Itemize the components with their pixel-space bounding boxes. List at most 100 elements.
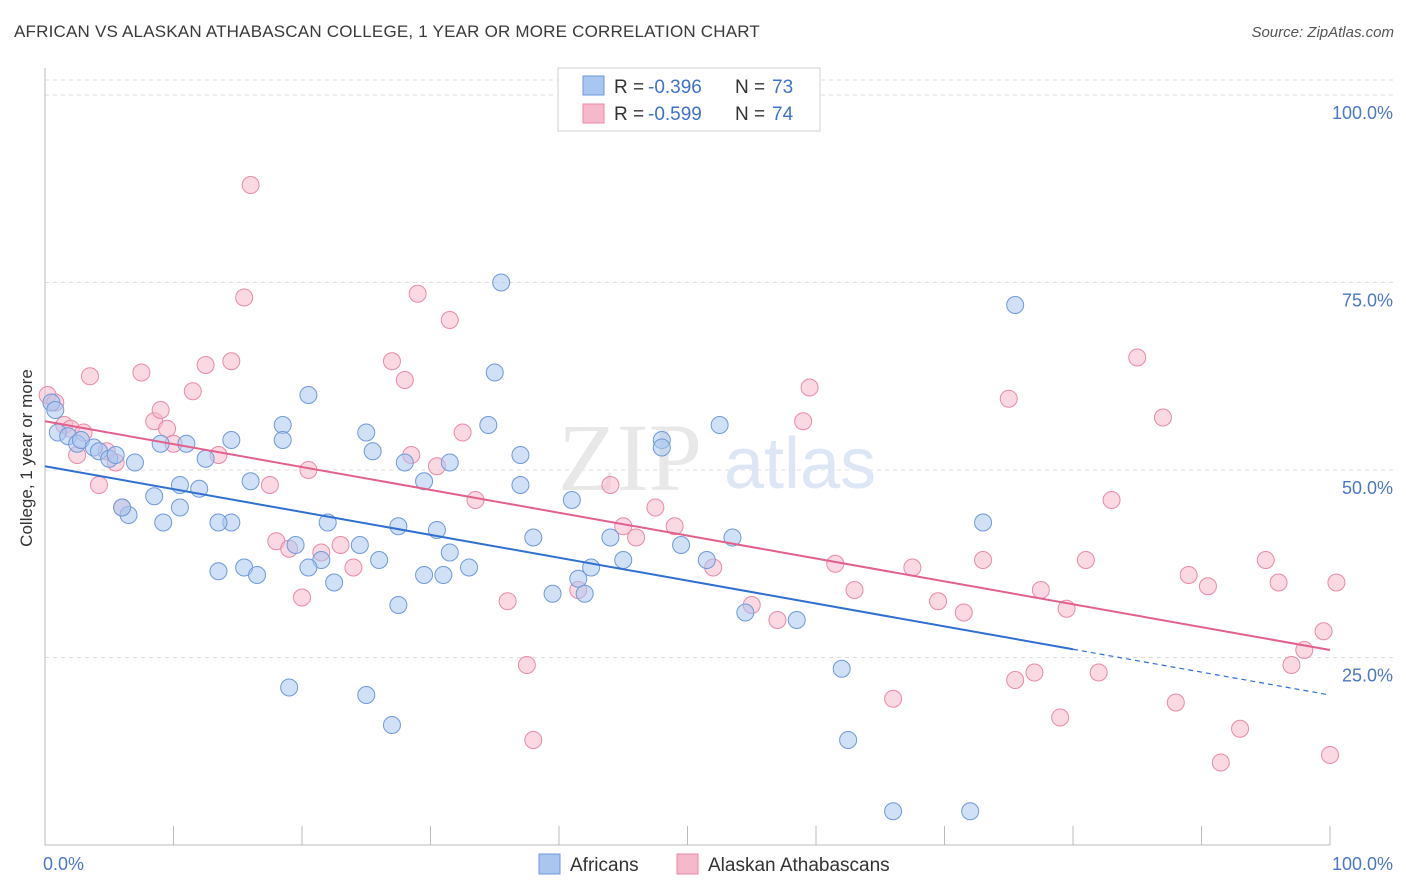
data-point [350,536,369,554]
data-point [1327,573,1346,592]
data-point [736,603,755,622]
data-point [524,731,543,749]
data-point [293,588,311,607]
data-point [299,558,318,577]
data-point [562,491,581,509]
data-point [672,536,691,554]
legend: R = -0.396 N = 73 R = -0.599 N = 74 [557,67,821,132]
data-point [646,498,665,517]
data-point [389,517,408,536]
data-point [273,416,292,434]
data-point [1166,693,1185,712]
data-point [357,423,376,442]
data-point [389,596,408,614]
data-point [1051,708,1070,727]
data-point [665,517,684,536]
data-point [511,446,530,464]
trend-lines [44,420,1331,696]
data-point [903,558,922,577]
data-point [241,472,260,491]
data-point [800,378,819,397]
data-point [1076,551,1095,569]
data-point [280,678,299,697]
watermark-atlas: atlas [724,424,876,504]
data-point [787,611,806,629]
data-point [794,412,813,431]
data-point [1179,566,1198,584]
data-point [235,288,254,307]
data-point [999,389,1018,408]
data-point [209,513,228,532]
legend-n-value-1: 73 [772,77,793,98]
data-point [1269,573,1288,592]
data-point [974,513,993,532]
data-point [440,453,459,472]
data-point [440,543,459,562]
data-point [723,528,742,547]
data-point [1211,753,1230,772]
data-point [222,352,241,371]
data-point [498,592,517,611]
data-point [627,528,646,547]
data-point [344,558,363,577]
data-point [395,453,414,472]
data-point [697,551,716,569]
data-point [569,569,588,588]
data-point [89,476,108,494]
data-point [575,584,594,603]
watermark: ZIP atlas [558,404,876,511]
data-point [440,311,459,329]
data-point [543,584,562,603]
axes [44,68,1331,846]
legend-n-label-2: N = [735,104,765,125]
data-point [1128,348,1147,367]
data-point [370,551,389,569]
data-point [154,513,173,532]
data-point [1198,577,1217,596]
legend-swatch-africans [582,75,605,96]
data-point [1231,719,1250,738]
data-point [1153,408,1172,427]
data-point [434,566,453,584]
data-point [601,476,620,494]
data-point [929,592,948,611]
data-point [132,363,151,382]
data-point [248,566,267,584]
data-point [710,416,729,434]
data-point [466,491,485,509]
legend-swatch-alaskan [582,103,605,124]
data-point [382,352,401,371]
data-point [974,551,993,569]
series-alaskan-athabascans [38,176,1346,772]
y-axis-label: College, 1 year or more [17,369,36,547]
data-point [1006,296,1025,314]
data-point [331,536,350,554]
x-tick-label: 100.0% [1332,854,1393,874]
data-point [408,284,427,303]
data-point [395,371,414,389]
data-point [151,401,170,419]
data-point [845,581,864,599]
series-africans [42,273,1025,821]
legend-r-value-1: -0.396 [648,77,702,98]
data-point [196,449,215,468]
data-point [260,476,279,494]
y-tick-label: 50.0% [1342,478,1393,498]
data-point [601,528,620,547]
data-point [839,731,858,749]
data-point [1282,656,1301,674]
watermark-zip: ZIP [558,404,702,511]
data-point [517,656,536,674]
bottom-legend-africans: Africans [570,855,639,876]
legend-r-label-2: R = [614,104,644,125]
data-point [325,573,344,592]
data-point [113,498,132,517]
data-point [299,386,318,404]
bottom-legend-alaskan: Alaskan Athabascans [708,855,890,876]
data-point [453,423,472,442]
bottom-legend-swatch-africans [538,853,561,875]
data-point [382,716,401,734]
legend-n-label-1: N = [735,77,765,98]
tick-labels: 25.0% 50.0% 75.0% 100.0% 0.0% 100.0% [43,103,1393,874]
data-point [241,176,260,194]
